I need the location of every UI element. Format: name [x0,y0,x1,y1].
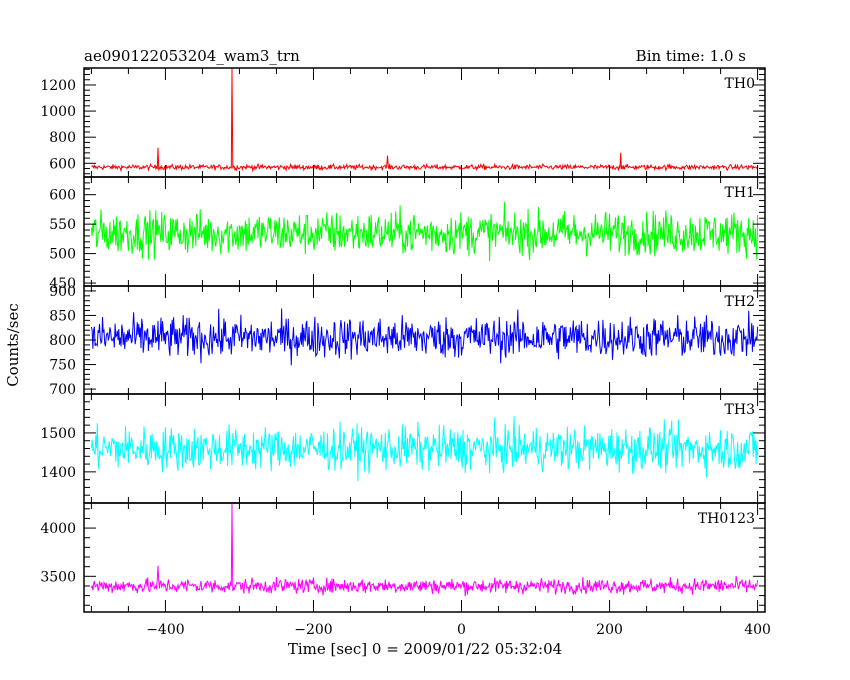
y-tick-label: 500 [49,247,76,263]
panel-label-th0: TH0 [725,76,755,92]
y-axis-label: Counts/sec [4,303,22,387]
y-tick-label: 800 [49,130,76,146]
series-line-th2 [90,308,759,366]
y-tick-label: 600 [49,188,76,204]
panel-label-th2: TH2 [725,294,755,310]
series-line-th1 [90,201,759,262]
chart-title: ae090122053204_wam3_trn [84,47,300,65]
y-tick-label: 700 [49,382,76,398]
y-tick-label: 550 [49,217,76,233]
series-line-th3 [90,416,759,482]
y-tick-label: 600 [49,156,76,172]
series-line-th0123 [90,502,759,597]
panel-frame-th0123 [83,502,766,613]
panels-group: TH0 600 800 1000 1200 TH1 450 500 550 600 TH2 700 75… [40,67,771,638]
panel-label-th0123: TH0123 [698,511,755,527]
y-tick-label: 1400 [40,465,76,481]
x-tick-label: 400 [744,622,771,638]
x-tick-label: −400 [146,622,184,638]
y-tick-label: 750 [49,358,76,374]
y-tick-label: 1500 [40,426,76,442]
y-tick-label: 850 [49,308,76,324]
bin-time-label: Bin time: 1.0 s [636,47,746,65]
y-tick-label: 900 [49,284,76,300]
y-tick-label: 800 [49,333,76,349]
x-tick-label: 200 [596,622,623,638]
series-line-th0 [91,67,759,173]
y-tick-label: 450 [49,276,76,292]
x-tick-label: 0 [457,622,466,638]
x-axis-label: Time [sec] 0 = 2009/01/22 05:32:04 [288,640,562,658]
x-tick-label: −200 [294,622,332,638]
y-tick-label: 3500 [40,569,76,585]
y-tick-label: 1200 [40,78,76,94]
panel-label-th3: TH3 [725,402,755,418]
panel-label-th1: TH1 [725,185,755,201]
panel-frame-th0 [83,67,766,178]
y-tick-label: 1000 [40,104,76,120]
y-tick-label: 4000 [40,521,76,537]
